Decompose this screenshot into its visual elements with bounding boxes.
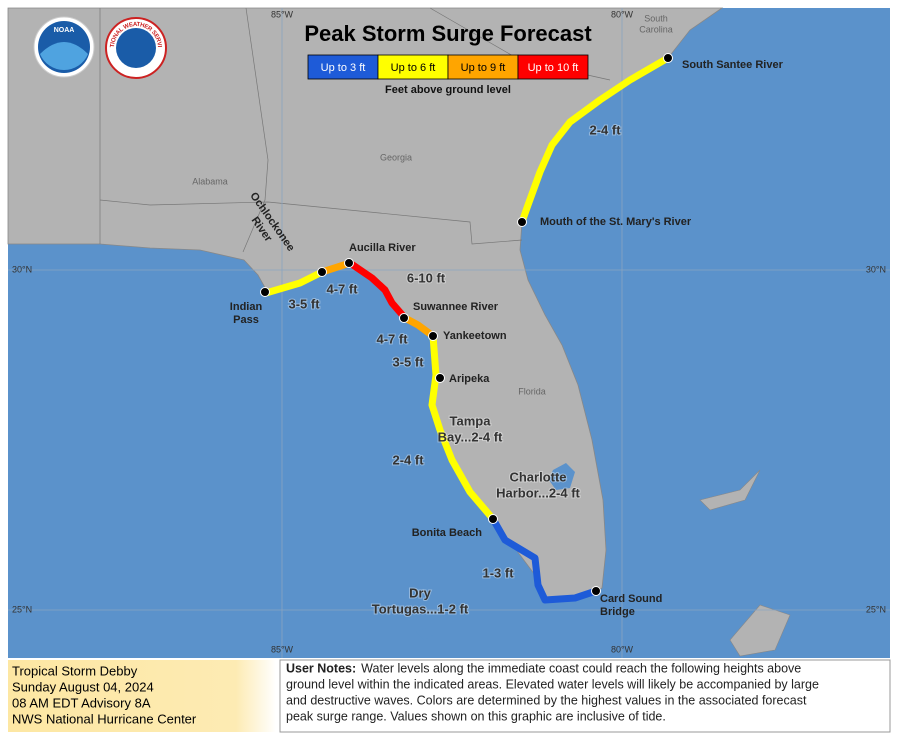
location-label: Card Sound [600,593,662,605]
state-label: Georgia [380,152,412,162]
legend-caption: Feet above ground level [385,84,511,96]
location-dot [428,331,438,341]
location-label: Mouth of the St. Mary's River [540,216,692,228]
surge-label: 1-3 ft [482,565,514,580]
noaa-logo-text: NOAA [54,27,75,34]
coast-segment [518,54,672,226]
location-label: Bonita Beach [412,527,483,539]
coast-surge [262,54,672,604]
surge-label: 6-10 ft [407,270,446,285]
grid-label: 85°W [271,9,294,19]
info-line: Sunday August 04, 2024 [12,679,154,694]
surge-label: 2-4 ft [589,122,621,137]
info-line: 08 AM EDT Advisory 8A [12,695,151,710]
location-dot [344,258,354,268]
state-label: Florida [518,386,546,396]
surge-label: Tampa [450,413,492,428]
surge-label: 3-5 ft [288,296,320,311]
legend-label: Up to 9 ft [461,62,506,74]
surge-label: Bay...2-4 ft [438,429,503,444]
legend: Up to 3 ft Up to 6 ft Up to 9 ft Up to 10 f… [307,54,589,80]
keys-island [416,628,435,640]
legend-label: Up to 6 ft [391,62,436,74]
coast-segment [262,268,326,297]
location-dot [260,287,270,297]
border [242,7,269,253]
info-line: Tropical Storm Debby [12,663,138,678]
location-dot [435,373,445,383]
notes-line: and destructive waves. Colors are determ… [286,693,807,707]
location-dots [260,53,673,596]
notes-line: Water levels along the immediate coast c… [361,661,801,675]
location-dot [399,313,409,323]
notes-box [279,659,891,733]
legend-swatch [307,54,379,80]
cuba [729,604,791,657]
surge-label: 2-4 ft [392,452,424,467]
map-title: Peak Storm Surge Forecast [304,21,592,46]
grid-label: 80°W [611,9,634,19]
nws-logo-inner [116,28,156,68]
grid-label: 30°N [866,264,886,274]
location-dot [488,514,498,524]
coast-segment [346,259,409,322]
location-dot [663,53,673,63]
location-label: Suwannee River [413,301,499,313]
state-label: Carolina [639,24,673,34]
notes: User Notes: Water levels along the immedi… [286,661,819,723]
surge-label: Dry [409,585,431,600]
location-label: Pass [233,314,259,326]
grid-label: 30°N [12,264,32,274]
location-dot [591,586,601,596]
state-label: South [644,13,668,23]
state-label: Alabama [192,176,228,186]
grid-label: 25°N [12,604,32,614]
map: 85°W 85°W 80°W 80°W 30°N 30°N 25°N 25°N [0,0,890,658]
coast-segment [489,515,600,604]
legend-swatch [517,54,589,80]
lake-okeechobee [549,463,575,490]
location-label: Yankeetown [443,330,507,342]
bahamas [699,469,761,511]
surge-label: 4-7 ft [326,281,358,296]
info-line: NWS National Hurricane Center [12,711,197,726]
info-box [8,660,276,732]
surge-label: 4-7 ft [376,331,408,346]
location-label: Indian [230,301,263,313]
surge-label: 3-5 ft [392,354,424,369]
surge-label: Tortugas...1-2 ft [372,601,469,616]
surge-label: Charlotte [509,469,566,484]
coast-segment [401,314,437,340]
legend-swatch [447,54,519,80]
border [99,199,523,245]
legend-label: Up to 10 ft [528,62,579,74]
logos: NOAA NATIONAL WEATHER SERVICE [0,0,167,79]
surge-label: Harbor...2-4 ft [496,485,580,500]
location-dot [317,267,327,277]
grid-label: 85°W [271,644,294,654]
location-label: Bridge [600,606,635,618]
noaa-logo-wave [40,42,88,70]
grid-label: 80°W [611,644,634,654]
grid-label: 25°N [866,604,886,614]
location-dot [517,217,527,227]
legend-label: Up to 3 ft [321,62,366,74]
graticule [8,8,890,658]
notes-line: peak surge range. Values shown on this g… [286,709,666,723]
location-label: Aucilla River [349,242,416,254]
notes-line: ground level within the indicated areas.… [286,677,819,691]
location-label: South Santee River [682,59,784,71]
notes-label: User Notes: [286,661,356,675]
location-label: Aripeka [449,373,490,385]
